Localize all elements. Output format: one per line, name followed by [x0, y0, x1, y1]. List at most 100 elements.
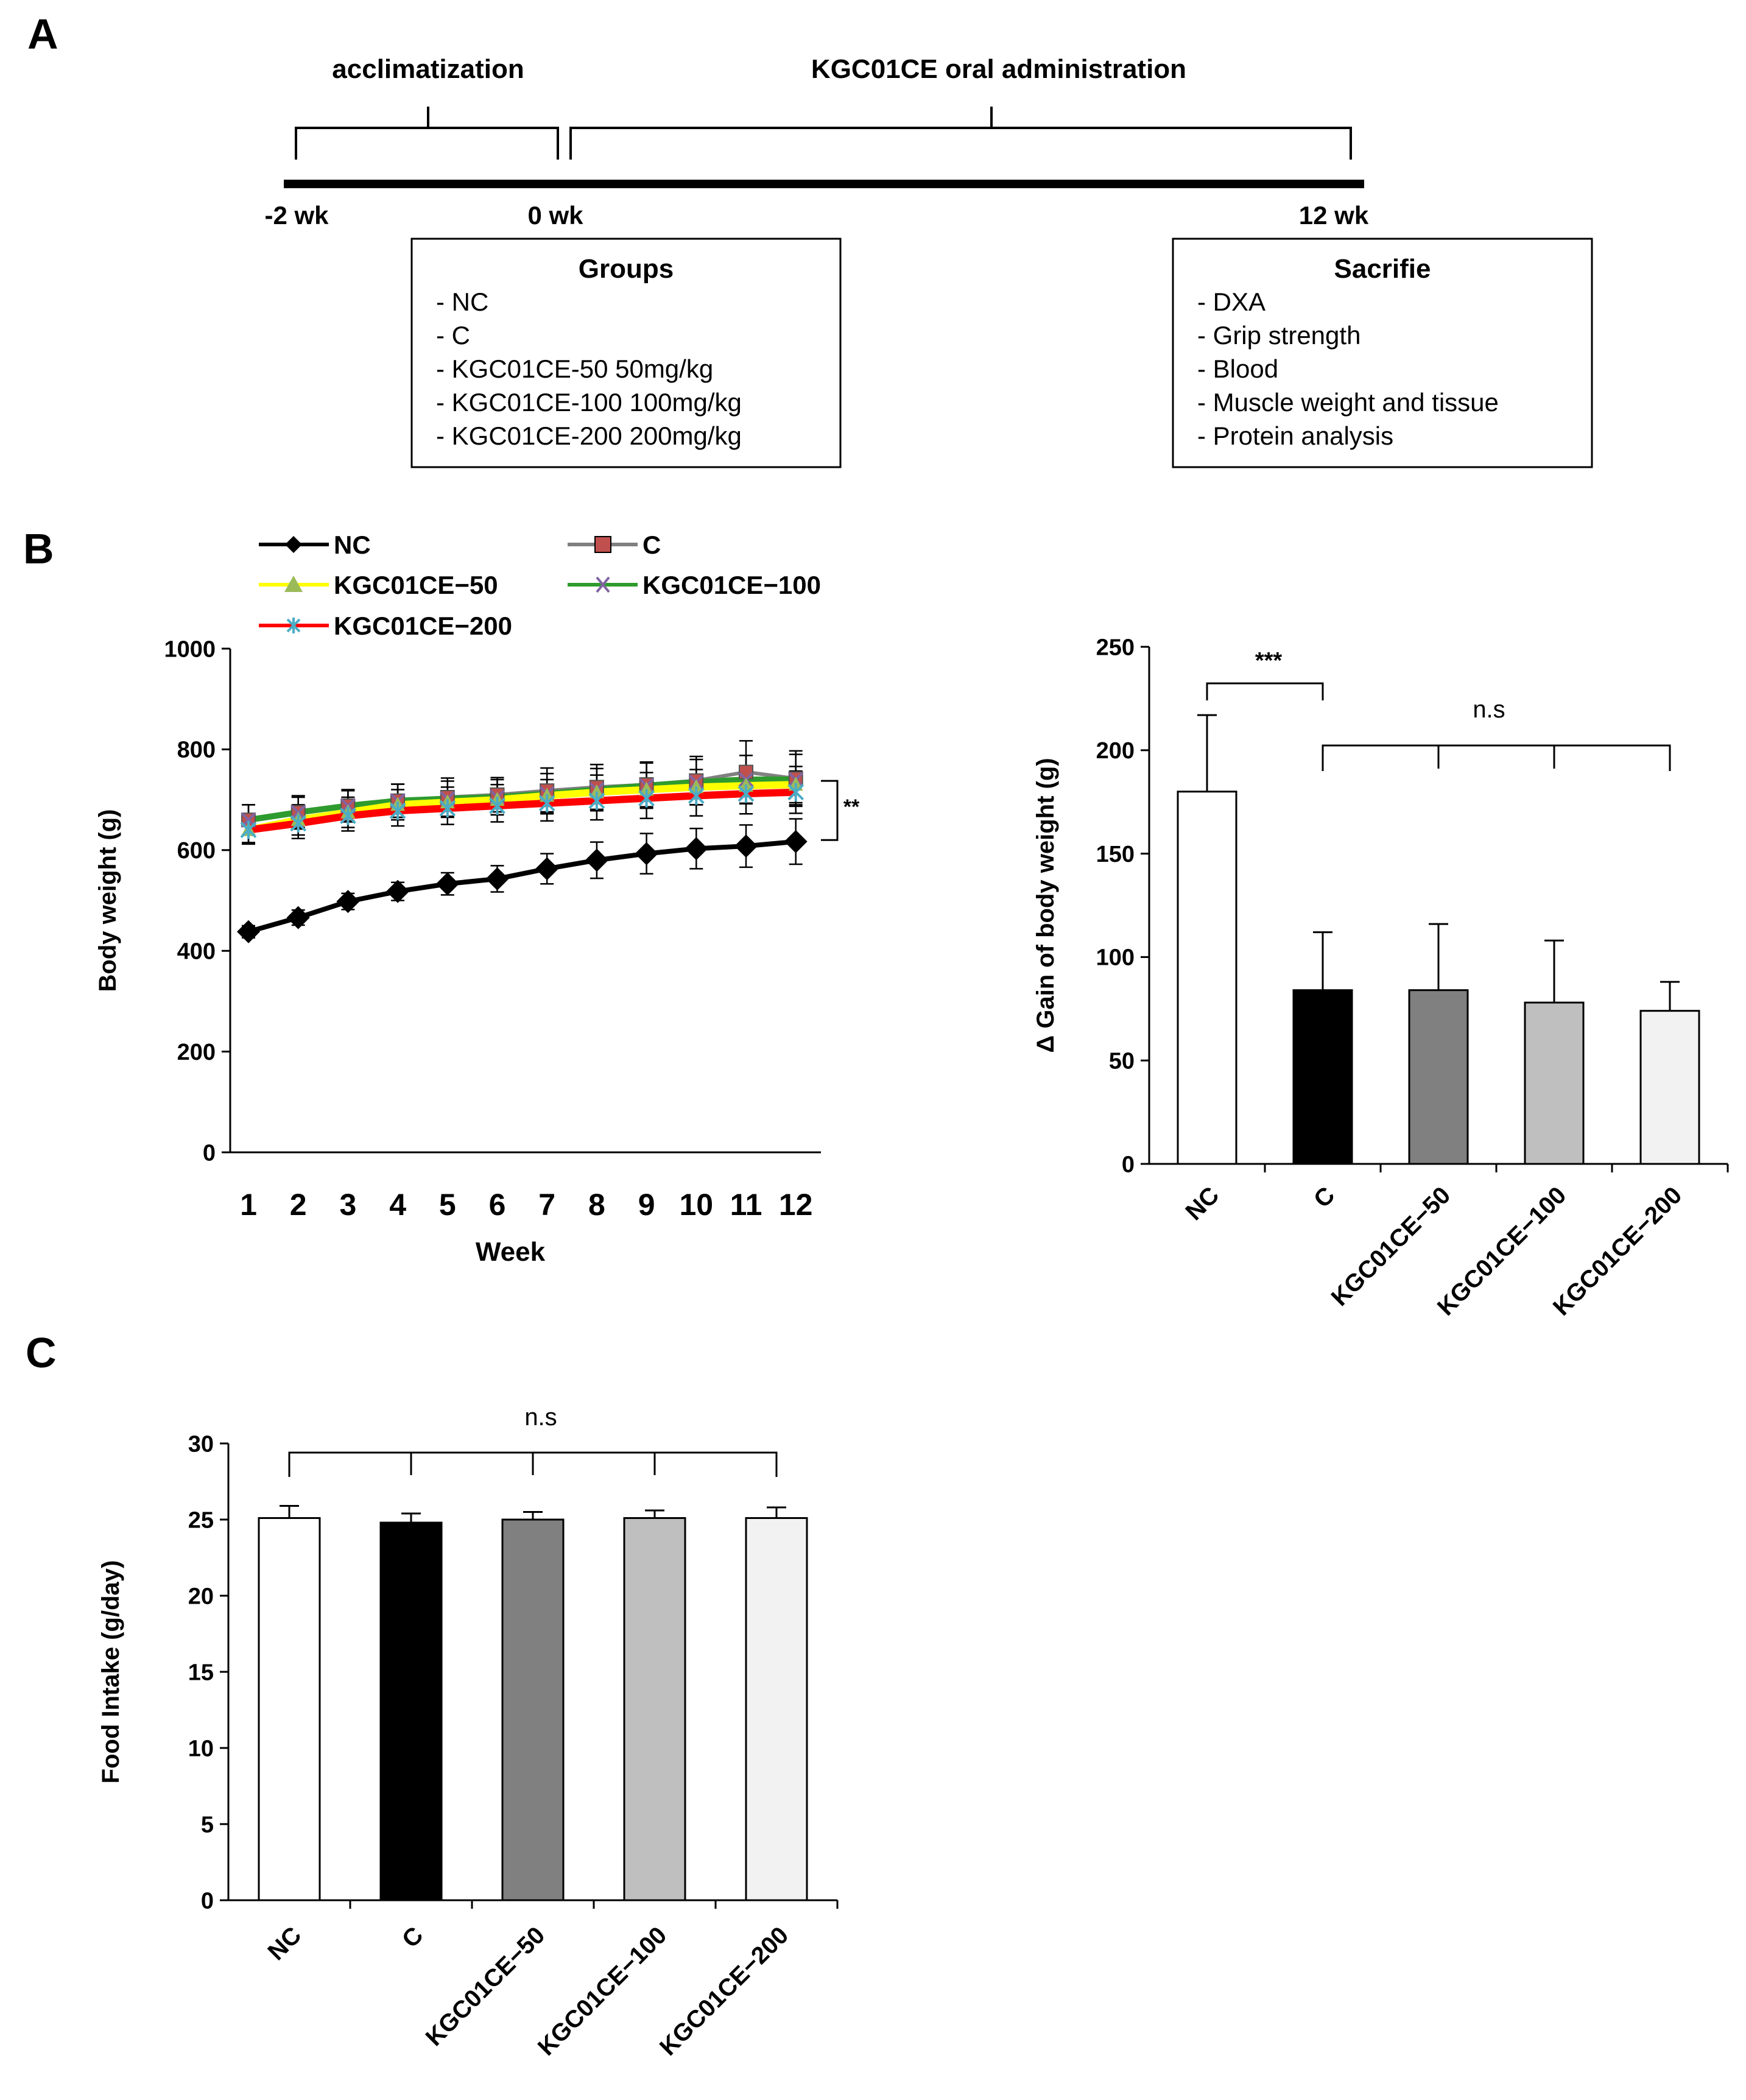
- sacrifice-item: - Protein analysis: [1197, 421, 1393, 450]
- food-y-tick-label: 10: [188, 1736, 214, 1761]
- nc-diamond-marker: [535, 857, 559, 881]
- food-y-tick-label: 30: [188, 1431, 214, 1457]
- group-item: - KGC01CE-200 200mg/kg: [436, 421, 742, 450]
- line-x-axis-label: Week: [476, 1237, 546, 1267]
- nc-diamond-marker: [336, 890, 360, 914]
- groups-title: Groups: [579, 254, 674, 284]
- line-y-axis-label: Body weight (g): [94, 809, 121, 992]
- groups-list: - NC - C - KGC01CE-50 50mg/kg - KGC01CE-…: [436, 287, 742, 450]
- legend-entry-c: C: [568, 530, 661, 559]
- x-marker-icon: [596, 576, 610, 593]
- food-y-tick-label: 5: [201, 1812, 214, 1838]
- panel-label-b: B: [23, 525, 54, 573]
- sacrifice-item: - Blood: [1197, 354, 1278, 383]
- line-y-tick-label: 0: [203, 1140, 216, 1166]
- k50-triangle-marker: [639, 781, 654, 796]
- food-y-axis-label: Food Intake (g/day): [97, 1560, 124, 1784]
- nc-diamond-marker: [237, 920, 260, 943]
- tick-12wk: 12 wk: [1299, 201, 1369, 230]
- food-bar: [501, 1518, 565, 1901]
- food-bar: [623, 1517, 686, 1901]
- legend-label-k100: KGC01CE−100: [642, 571, 821, 599]
- tick-0wk: 0 wk: [527, 201, 583, 230]
- gain-bar: [1524, 1001, 1585, 1165]
- administration-label: KGC01CE oral administration: [811, 54, 1186, 84]
- line-x-tick-label: 9: [638, 1188, 655, 1222]
- groups-box: [410, 238, 842, 468]
- k200-star-marker: [638, 789, 655, 808]
- group-item: - KGC01CE-50 50mg/kg: [436, 354, 713, 383]
- nc-diamond-marker: [435, 872, 459, 896]
- line-x-tick-label: 1: [240, 1188, 257, 1222]
- series-line-0: [247, 839, 797, 934]
- food-y-tick-label: 20: [188, 1584, 214, 1609]
- gain-ns-label: n.s: [1473, 696, 1505, 723]
- group-item: - C: [436, 321, 470, 350]
- group-item: - KGC01CE-100 100mg/kg: [436, 388, 742, 417]
- c-square-marker: [739, 764, 753, 780]
- food-bar: [258, 1517, 321, 1901]
- legend-entry-k50: KGC01CE−50: [259, 571, 498, 599]
- k200-star-marker: [290, 814, 307, 833]
- gain-bar: [1177, 791, 1237, 1165]
- k200-star-marker: [737, 784, 755, 803]
- nc-diamond-marker: [485, 867, 509, 890]
- sacrifice-item: - Grip strength: [1197, 321, 1361, 350]
- nc-diamond-marker: [685, 837, 708, 861]
- line-x-tick-label: 3: [339, 1188, 356, 1222]
- line-x-tick-label: 11: [730, 1188, 762, 1222]
- gain-y-tick-label: 0: [1122, 1152, 1135, 1177]
- triangle-marker-icon: [284, 576, 303, 592]
- line-x-tick-label: 2: [290, 1188, 307, 1222]
- series-line-4: [248, 788, 796, 834]
- sacrifice-title: Sacrifie: [1334, 254, 1431, 284]
- line-x-tick-label: 6: [489, 1188, 506, 1222]
- legend-label-nc: NC: [334, 530, 371, 559]
- gain-y-tick-label: 50: [1109, 1049, 1135, 1074]
- gain-x-tick-label: NC: [1180, 1182, 1224, 1225]
- food-x-tick-label: C: [397, 1922, 429, 1953]
- gain-y-tick-label: 100: [1096, 945, 1135, 971]
- food-bar: [745, 1517, 808, 1901]
- k50-triangle-marker: [589, 784, 604, 798]
- tick-minus2wk: -2 wk: [264, 201, 329, 230]
- legend-entry-k100: KGC01CE−100: [568, 571, 821, 599]
- gain-sig-bracket-nc-c: [1206, 682, 1324, 700]
- gain-y-tick-label: 200: [1096, 738, 1135, 764]
- food-x-tick-label: KGC01CE−100: [533, 1922, 672, 2060]
- group-item: - NC: [436, 287, 488, 316]
- food-bar: [379, 1521, 443, 1901]
- panel-label-c: C: [26, 1329, 57, 1376]
- k200-star-marker: [389, 802, 406, 820]
- line-y-tick-label: 600: [177, 838, 216, 864]
- gain-x-tick-label: KGC01CE−50: [1326, 1182, 1456, 1311]
- gain-bar: [1408, 989, 1469, 1165]
- legend-label-k200: KGC01CE−200: [334, 611, 512, 640]
- k200-star-marker: [688, 786, 705, 805]
- significance-bracket: [821, 780, 839, 841]
- sacrifice-box: [1172, 238, 1593, 468]
- sacrifice-item: - Muscle weight and tissue: [1197, 388, 1499, 417]
- food-y-tick-label: 25: [188, 1507, 214, 1533]
- food-x-tick-label: KGC01CE−200: [655, 1922, 794, 2060]
- line-y-tick-label: 400: [177, 939, 216, 965]
- k200-star-marker: [489, 797, 505, 816]
- legend-entry-k200: KGC01CE−200: [259, 611, 512, 640]
- k50-triangle-marker: [689, 779, 704, 794]
- gain-bar: [1292, 989, 1353, 1165]
- line-y-tick-label: 800: [177, 738, 216, 763]
- line-x-tick-label: 4: [389, 1188, 406, 1222]
- line-x-tick-label: 12: [779, 1188, 813, 1222]
- nc-diamond-marker: [386, 879, 410, 903]
- acclimatization-label: acclimatization: [332, 54, 524, 84]
- food-x-tick-label: KGC01CE−50: [421, 1922, 551, 2051]
- gain-x-tick-label: C: [1309, 1182, 1340, 1213]
- food-y-tick-label: 15: [188, 1660, 214, 1685]
- sacrifice-item: - DXA: [1197, 287, 1265, 316]
- sacrifice-list: - DXA - Grip strength - Blood - Muscle w…: [1197, 287, 1499, 450]
- legend-entry-nc: NC: [259, 530, 371, 559]
- line-x-tick-label: 8: [588, 1188, 605, 1222]
- k200-star-marker: [339, 806, 356, 825]
